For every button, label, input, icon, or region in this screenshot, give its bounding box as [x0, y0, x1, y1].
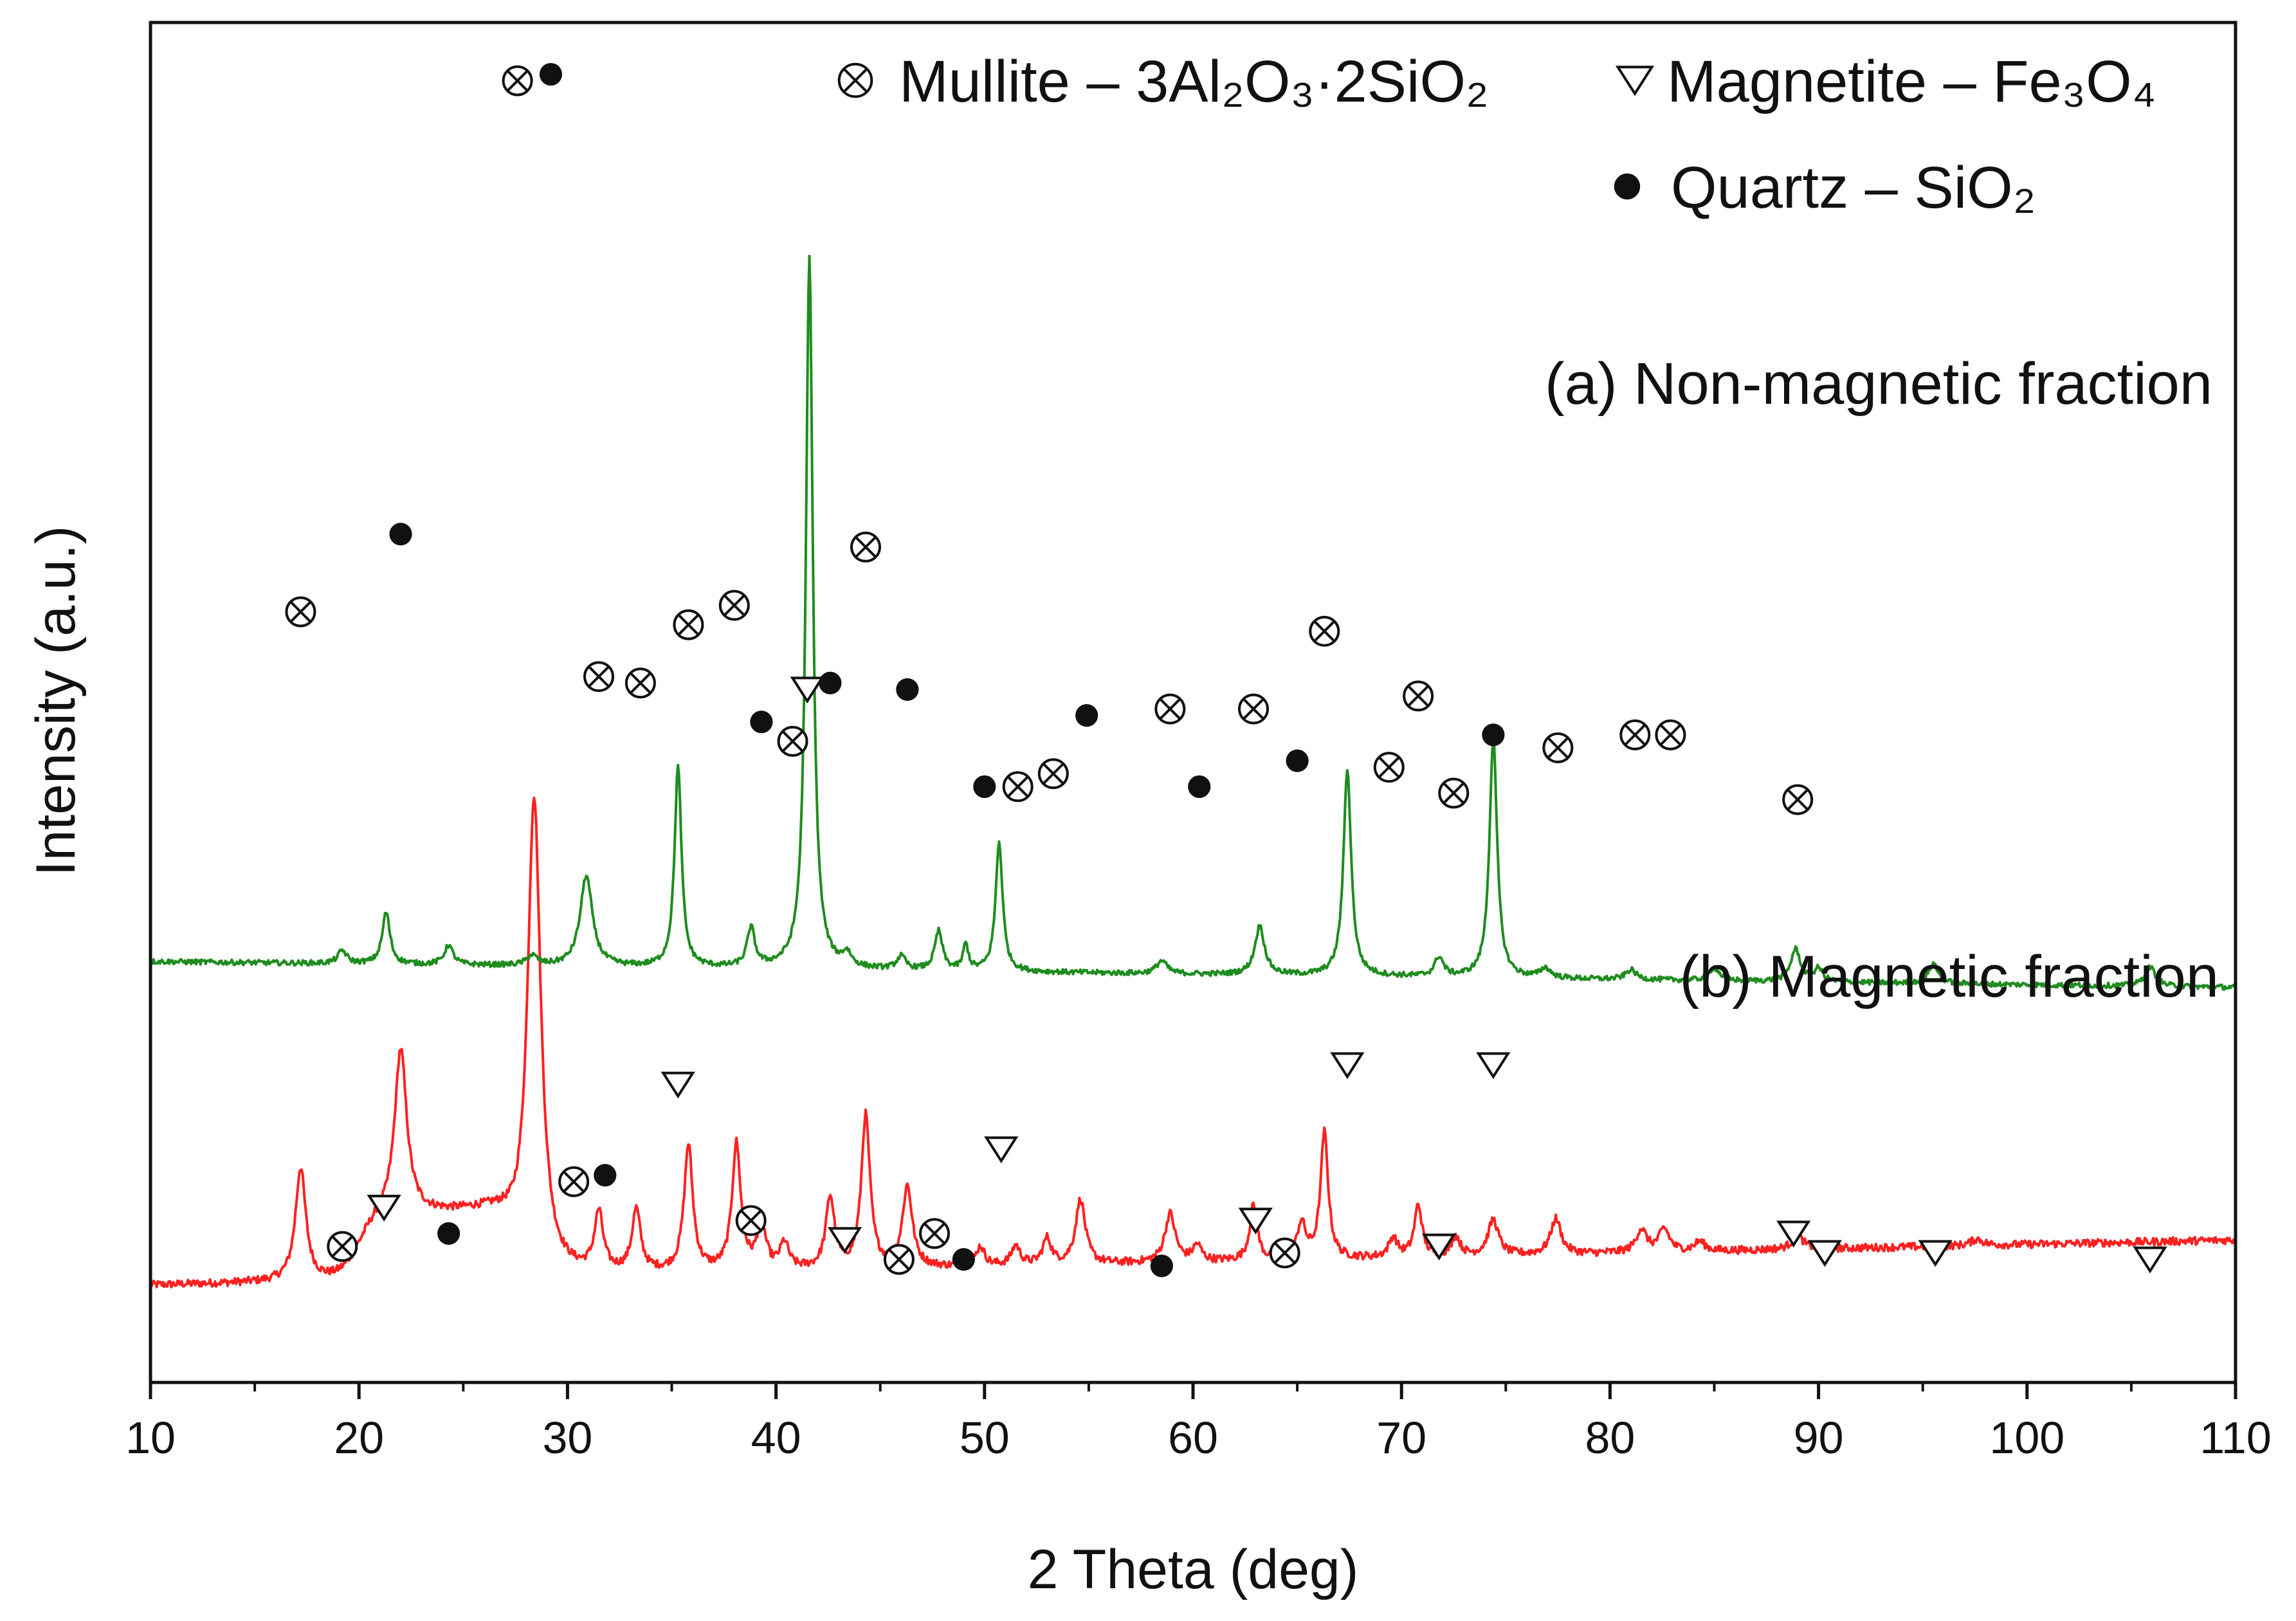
series-line-non-magnetic	[149, 797, 2237, 1289]
marker-mullite-27	[1619, 719, 1651, 750]
marker-mullite-9	[777, 725, 808, 757]
marker-magnetite-35	[661, 1071, 695, 1099]
marker-magnetite-49	[1776, 1220, 1811, 1248]
marker-mullite-4	[583, 661, 615, 693]
plot-lines	[149, 255, 2237, 1289]
marker-mullite-26	[1542, 732, 1574, 763]
marker-mullite-30	[327, 1231, 358, 1262]
marker-quartz-13	[973, 775, 996, 799]
marker-magnetite-50	[1807, 1240, 1842, 1267]
marker-quartz-41	[952, 1248, 975, 1271]
marker-quartz-12	[896, 678, 919, 701]
marker-mullite-7	[718, 590, 750, 621]
marker-mullite-24	[1438, 777, 1470, 809]
series-line-magnetic	[150, 255, 2237, 992]
marker-mullite-28	[1655, 719, 1686, 750]
x-tick-label-70: 70	[1376, 1413, 1426, 1463]
x-tick-label-30: 30	[542, 1413, 592, 1463]
marker-magnetite-52	[2133, 1246, 2167, 1274]
marker-quartz-18	[1188, 775, 1211, 799]
marker-quartz-16	[1075, 704, 1098, 727]
marker-magnetite-42	[984, 1136, 1019, 1164]
marker-mullite-6	[673, 609, 704, 640]
marker-mullite-0	[285, 596, 316, 628]
x-tick-label-80: 80	[1585, 1413, 1635, 1463]
marker-mullite-29	[1782, 784, 1814, 815]
marker-mullite-2	[502, 65, 533, 96]
marker-mullite-19	[1238, 693, 1270, 725]
x-tick-label-40: 40	[751, 1413, 801, 1463]
marker-mullite-23	[1403, 680, 1434, 712]
marker-quartz-10	[819, 671, 842, 694]
marker-mullite-39	[883, 1244, 915, 1275]
legend-label-quartz: Quartz – SiO₂	[1671, 155, 2036, 221]
marker-mullite-17	[1154, 693, 1186, 725]
marker-magnetite-38	[827, 1227, 862, 1254]
marker-quartz-3	[539, 62, 563, 86]
legend-label-magnetite: Magnetite – Fe₃O₄	[1667, 49, 2156, 114]
y-axis-title: Intensity (a.u.)	[25, 526, 87, 876]
marker-quartz-43	[1150, 1254, 1173, 1278]
phase-markers	[285, 62, 2167, 1278]
marker-mullite-21	[1309, 615, 1340, 647]
marker-magnetite-37	[790, 676, 825, 704]
marker-magnetite-48	[1476, 1052, 1511, 1080]
marker-quartz-34	[594, 1164, 617, 1187]
x-tick-label-100: 100	[1989, 1413, 2064, 1463]
legend: Mullite – 3Al₂O₃·2SiO₂ Magnetite – Fe₃O₄ Q…	[837, 49, 2156, 221]
marker-quartz-25	[1482, 723, 1505, 747]
x-tick-label-20: 20	[334, 1413, 384, 1463]
marker-mullite-15	[1037, 758, 1069, 790]
x-tick-label-10: 10	[125, 1413, 176, 1463]
marker-quartz-20	[1286, 749, 1309, 772]
marker-mullite-11	[850, 531, 882, 563]
marker-mullite-45	[1269, 1237, 1300, 1269]
marker-magnetite-31	[367, 1195, 401, 1222]
marker-mullite-5	[624, 667, 656, 699]
legend-marker-magnetite	[1615, 66, 1655, 96]
x-axis-title: 2 Theta (deg)	[1028, 1539, 1359, 1600]
x-tick-label-110: 110	[2200, 1413, 2272, 1463]
legend-marker-mullite	[837, 62, 873, 98]
plot-frame	[149, 21, 2237, 1384]
marker-magnetite-51	[1918, 1240, 1953, 1267]
marker-mullite-40	[918, 1218, 950, 1249]
marker-mullite-33	[558, 1166, 590, 1197]
marker-quartz-8	[750, 711, 773, 734]
series-b-label: (b) Magnetic fraction	[1679, 944, 2219, 1010]
x-tick-label-50: 50	[960, 1413, 1010, 1463]
marker-quartz-32	[437, 1222, 460, 1245]
x-tick-label-60: 60	[1168, 1413, 1218, 1463]
x-axis-ticks: 10 20 30 40 50 60 70 80 90 100 110	[125, 1382, 2272, 1463]
series-a-label: (a) Non-magnetic fraction	[1545, 351, 2212, 417]
marker-magnetite-47	[1421, 1233, 1457, 1261]
marker-mullite-36	[735, 1205, 767, 1236]
legend-marker-quartz	[1614, 173, 1641, 200]
x-tick-label-90: 90	[1794, 1413, 1844, 1463]
marker-mullite-22	[1373, 752, 1405, 783]
marker-mullite-14	[1002, 771, 1034, 802]
legend-label-mullite: Mullite – 3Al₂O₃·2SiO₂	[899, 49, 1489, 114]
marker-magnetite-44	[1238, 1208, 1273, 1235]
marker-magnetite-46	[1330, 1052, 1365, 1080]
marker-quartz-1	[389, 523, 412, 546]
